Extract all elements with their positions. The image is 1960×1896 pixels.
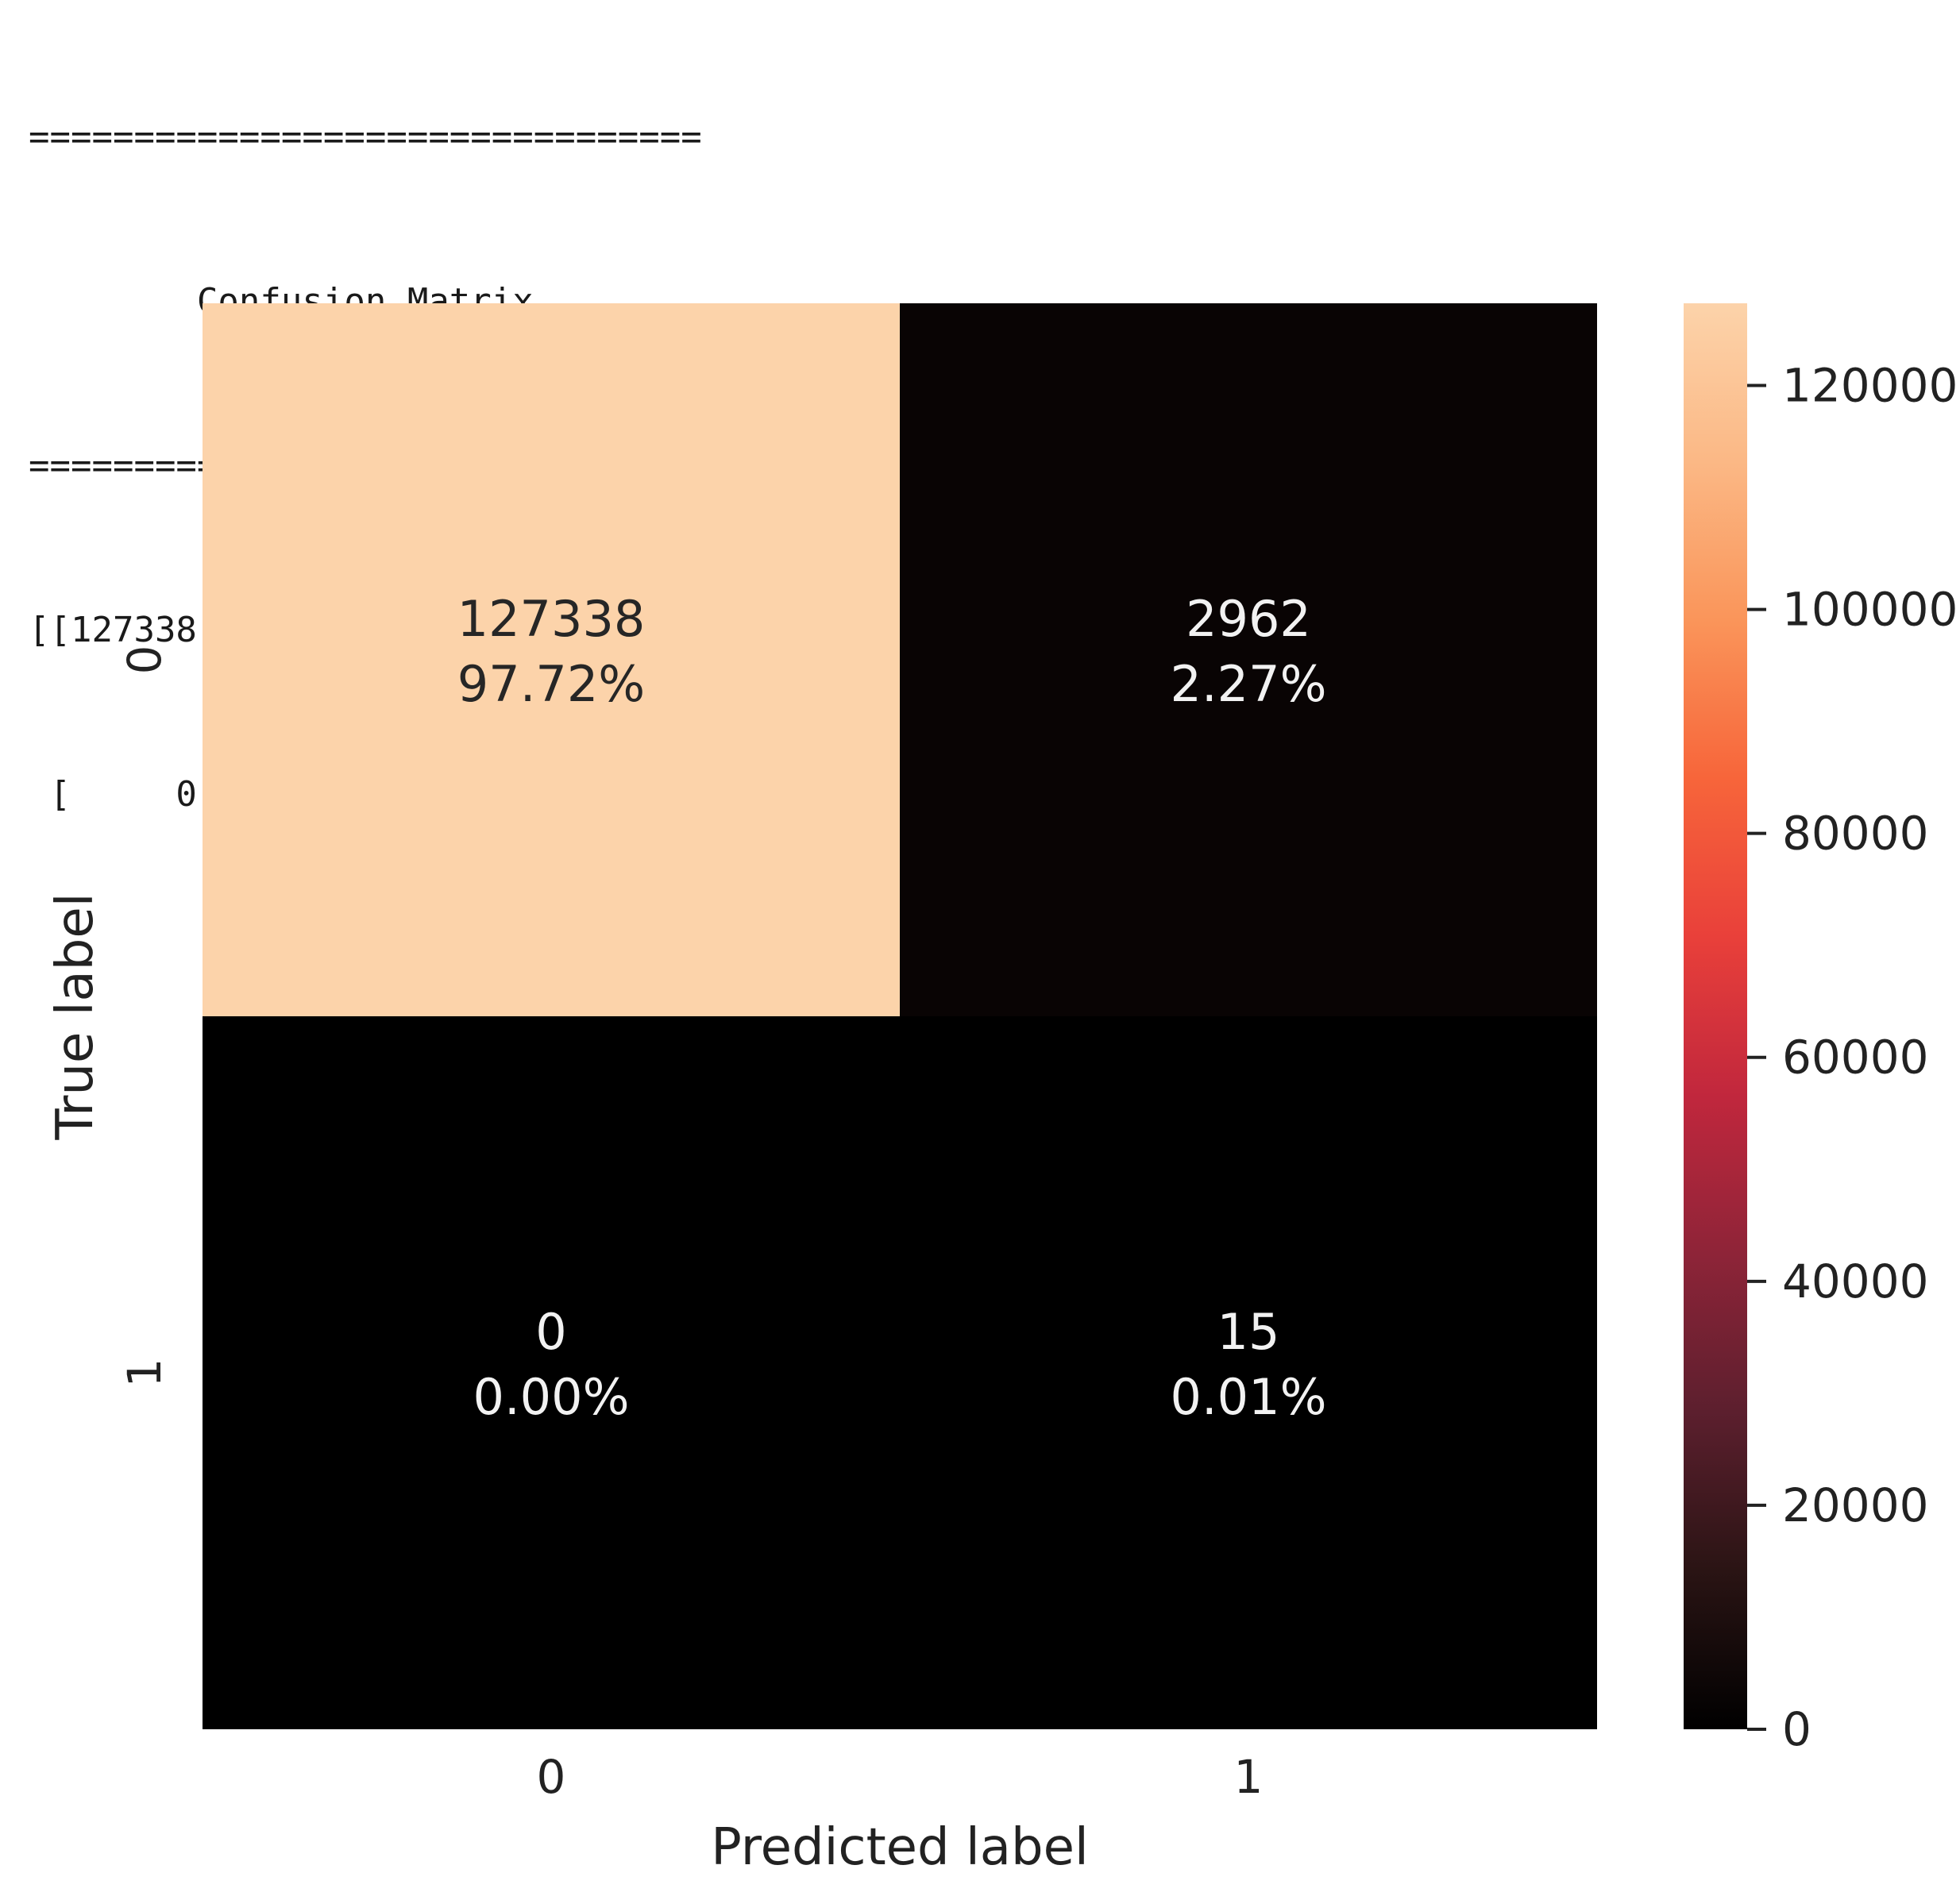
- heatmap-annotations: 127338 97.72% 2962 2.27% 0 0.00% 15 0.01%: [457, 590, 1327, 1426]
- colorbar-tick-label: 100000: [1782, 583, 1958, 637]
- heatmap-cell: [203, 303, 900, 1016]
- cell-annotation: 0 0.00%: [473, 1303, 630, 1426]
- colorbar: 0 20000 40000 60000 80000 100000 120000: [1684, 303, 1958, 1756]
- cell-annotation: 2962 2.27%: [1171, 590, 1327, 713]
- console-separator-top: ================================: [29, 117, 702, 157]
- cell-annotation: 127338 97.72%: [457, 590, 646, 713]
- x-tick-label: 0: [537, 1750, 566, 1804]
- colorbar-gradient: [1684, 303, 1747, 1729]
- x-tick-label: 1: [1234, 1750, 1264, 1804]
- y-tick-label: 1: [118, 1358, 172, 1388]
- heatmap-cell: [900, 303, 1597, 1016]
- colorbar-tick-label: 0: [1782, 1702, 1811, 1756]
- colorbar-tick-label: 40000: [1782, 1254, 1929, 1308]
- x-axis-label: Predicted label: [711, 1818, 1089, 1877]
- colorbar-tick-label: 20000: [1782, 1478, 1929, 1532]
- heatmap-cell: [203, 1016, 900, 1729]
- y-tick-label: 0: [118, 645, 172, 675]
- y-axis-label: True label: [46, 892, 105, 1140]
- colorbar-tick-label: 60000: [1782, 1031, 1929, 1085]
- colorbar-tick-label: 120000: [1782, 358, 1958, 412]
- heatmap-cells: [203, 303, 1597, 1729]
- y-axis-ticks: 01: [118, 645, 172, 1388]
- cell-annotation: 15 0.01%: [1171, 1303, 1327, 1426]
- heatmap-cell: [900, 1016, 1597, 1729]
- colorbar-tick-label: 80000: [1782, 807, 1929, 861]
